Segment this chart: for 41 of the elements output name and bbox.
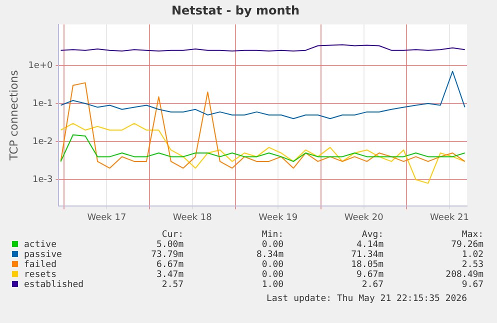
legend-label: established: [23, 280, 84, 290]
x-tick-label: Week 20: [344, 212, 384, 223]
text: 1.02: [460, 250, 484, 260]
text: Cur:: [160, 230, 184, 240]
y-tick-label: 1e-2: [32, 136, 53, 147]
y-axis-title: TCP connections: [7, 70, 20, 162]
x-tick-label: Week 18: [172, 212, 212, 223]
y-tick-label: 1e-3: [32, 174, 53, 185]
legend-label: passive: [23, 250, 63, 260]
text: 3.47m: [156, 270, 184, 280]
text: 6.67m: [156, 260, 184, 270]
legend-label: resets: [23, 270, 58, 280]
x-tick-label: Week 17: [87, 212, 126, 223]
text: 0.00: [260, 240, 284, 250]
text: Avg:: [360, 230, 384, 240]
text: 0.00: [260, 260, 284, 270]
y-tick-label: 1e-1: [32, 98, 53, 109]
y-tick-label: 1e+0: [28, 60, 54, 71]
text: 18.05m: [350, 260, 384, 270]
text: Max:: [460, 230, 484, 240]
chart-title: Netstat - by month: [171, 3, 300, 18]
text: 4.14m: [356, 240, 384, 250]
text: 1.00: [260, 280, 284, 290]
text: 73.79m: [150, 250, 184, 260]
text: Last update: Thu May 21 22:15:35 2026: [266, 294, 467, 304]
text: 79.26m: [450, 240, 484, 250]
text: 0.00: [260, 270, 284, 280]
text: Min:: [260, 230, 284, 240]
text: 71.34m: [350, 250, 384, 260]
text: 9.67: [460, 280, 484, 290]
legend-label: failed: [23, 260, 58, 270]
text: 2.53: [460, 260, 484, 270]
x-tick-label: Week 21: [430, 212, 470, 223]
text: 9.67m: [356, 270, 384, 280]
legend-label: active: [23, 240, 58, 250]
text: 208.49m: [444, 270, 484, 280]
x-tick-label: Week 19: [258, 212, 298, 223]
text: 2.57: [160, 280, 184, 290]
text: 2.67: [360, 280, 384, 290]
text: 5.00m: [156, 240, 184, 250]
text: 8.34m: [256, 250, 284, 260]
